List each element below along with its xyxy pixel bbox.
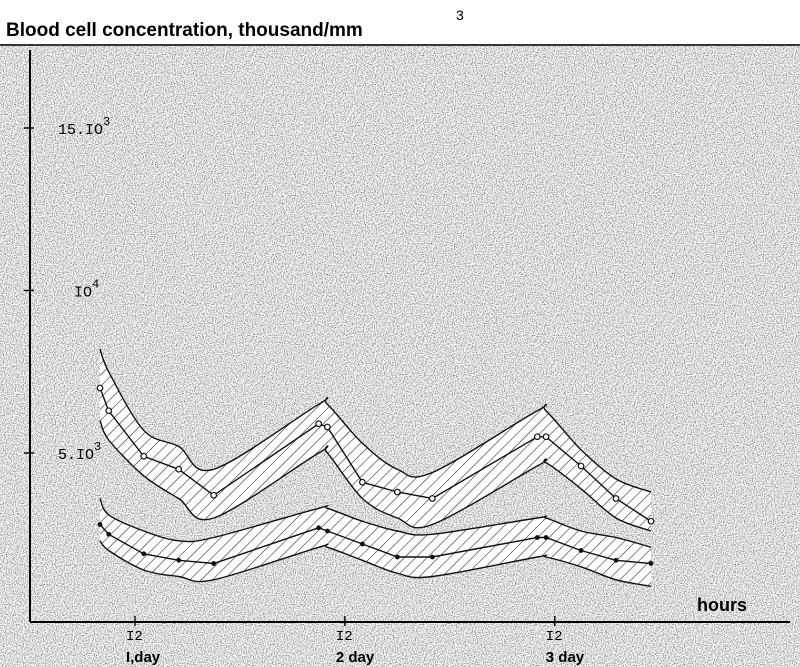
series-0-point-11: [542, 433, 550, 441]
series-0-point-13: [612, 495, 620, 502]
series-1-point-10: [534, 535, 540, 540]
x-axis-label: hours: [697, 595, 747, 615]
series-0-point-2: [140, 452, 148, 460]
x-tick-label-0: I2: [126, 629, 143, 645]
band-upper-edge-0: [99, 348, 652, 493]
confidence-bands: [99, 348, 652, 587]
series-0-point-14: [647, 517, 655, 525]
series-0-point-3: [175, 465, 183, 473]
series-0-point-0: [96, 384, 104, 392]
series-0-point-5: [315, 420, 323, 428]
x-tick-label-1: I2: [336, 629, 353, 645]
series-0-point-10: [533, 433, 541, 441]
series-0-point-7: [358, 478, 366, 486]
series-1-point-6: [324, 528, 330, 534]
series-1-point-11: [543, 535, 549, 540]
series-1-point-2: [141, 551, 147, 557]
band-lower-edge-0: [99, 420, 652, 532]
series-1-point-9: [429, 554, 435, 560]
series-1-point-13: [613, 557, 619, 563]
band-area-1: [100, 498, 651, 587]
series-1-point-0: [97, 522, 103, 527]
series-1-point-14: [648, 561, 654, 566]
series-1-point-4: [211, 561, 217, 566]
band-upper-edge-1: [99, 498, 652, 548]
chart-title: Blood cell concentration, thousand/mm: [6, 20, 363, 41]
y-tick-label-sup-0: 3: [103, 115, 110, 129]
series-0-point-12: [577, 462, 585, 470]
series-lines: [96, 384, 655, 566]
series-0-point-1: [105, 407, 113, 415]
x-day-label-2: 3 day: [546, 649, 585, 666]
series-1-point-1: [106, 531, 112, 537]
x-day-label-0: I,day: [126, 649, 161, 666]
y-tick-label-sup-2: 3: [94, 440, 101, 454]
series-0-point-9: [428, 495, 436, 502]
series-1-point-12: [578, 548, 584, 553]
series-1-point-8: [394, 554, 400, 560]
band-area-0: [100, 349, 651, 531]
chart-title-superscript: 3: [456, 7, 464, 23]
series-1-point-3: [176, 557, 182, 563]
y-tick-label-sup-1: 4: [92, 278, 99, 292]
band-lower-edge-1: [99, 540, 652, 587]
series-0-point-4: [210, 491, 218, 499]
series-0-point-6: [323, 423, 331, 431]
series-1-point-7: [359, 541, 365, 547]
x-tick-label-2: I2: [546, 629, 563, 645]
x-day-label-1: 2 day: [336, 649, 375, 666]
series-1-point-5: [316, 525, 322, 531]
series-0-point-8: [393, 488, 401, 496]
